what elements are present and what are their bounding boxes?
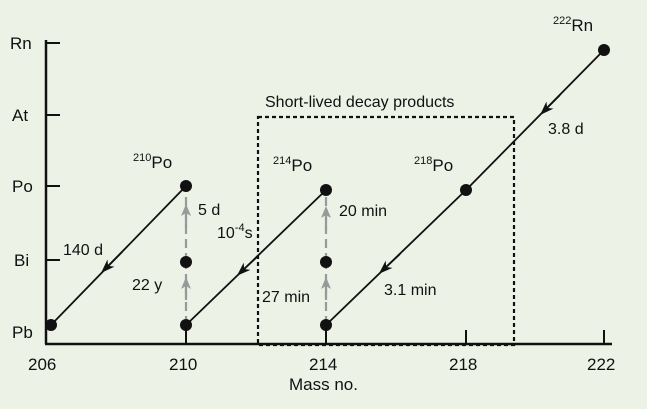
short-lived-box-label: Short-lived decay products xyxy=(265,94,454,111)
alpha-arrow-po210 xyxy=(101,251,123,273)
element-symbol: Po xyxy=(291,156,312,175)
alpha-arrow-rn222 xyxy=(540,94,561,115)
element-symbol: Po xyxy=(151,153,172,172)
mass-number: 218 xyxy=(414,155,432,167)
node-bi210 xyxy=(180,256,192,268)
half-life-bi214: 20 min xyxy=(339,203,387,220)
x-tick-label-214: 214 xyxy=(309,355,337,374)
half-life-bi210: 5 d xyxy=(198,202,220,219)
node-po210 xyxy=(180,180,192,192)
half-life-rn222: 3.8 d xyxy=(548,121,584,138)
x-tick-label-218: 218 xyxy=(449,355,477,374)
nuclide-label-po218: 218Po xyxy=(414,155,453,175)
node-pb214 xyxy=(320,319,332,331)
x-tick-label-210: 210 xyxy=(169,355,197,374)
nuclide-label-po214: 214Po xyxy=(273,155,312,175)
node-pb206 xyxy=(45,319,57,331)
half-life-po210: 140 d xyxy=(63,242,103,259)
half-life-po214: 10-4s xyxy=(217,222,253,242)
axes xyxy=(44,40,612,346)
half-life-pb210: 22 y xyxy=(132,277,162,294)
alpha-arrow-po218 xyxy=(378,253,401,274)
node-rn222 xyxy=(598,44,610,56)
half-life-pb214: 27 min xyxy=(262,289,310,306)
half-life-unit: s xyxy=(245,225,253,242)
element-symbol: Po xyxy=(432,156,453,175)
alpha-line-rn222-po218 xyxy=(465,49,605,191)
element-symbol: Rn xyxy=(571,16,593,35)
mass-number: 214 xyxy=(273,155,291,167)
half-life-base: 10 xyxy=(217,225,235,242)
mass-number: 210 xyxy=(133,152,151,164)
nuclide-label-po210: 210Po xyxy=(133,152,172,172)
nuclide-label-rn222: 222Rn xyxy=(553,15,593,35)
y-tick-label-at: At xyxy=(12,106,28,125)
half-life-exponent: -4 xyxy=(235,222,245,234)
y-tick-label-bi: Bi xyxy=(14,251,29,270)
y-tick-label-rn: Rn xyxy=(10,34,32,53)
node-po214 xyxy=(320,184,332,196)
node-pb210 xyxy=(180,319,192,331)
node-bi214 xyxy=(320,256,332,268)
x-tick-label-222: 222 xyxy=(587,355,615,374)
x-axis-title: Mass no. xyxy=(289,375,358,394)
half-life-po218: 3.1 min xyxy=(384,282,436,299)
node-po218 xyxy=(460,184,472,196)
y-tick-label-po: Po xyxy=(12,177,33,196)
short-lived-box xyxy=(256,115,516,347)
y-tick-label-pb: Pb xyxy=(12,323,33,342)
mass-number: 222 xyxy=(553,15,571,27)
x-tick-label-206: 206 xyxy=(28,355,56,374)
alpha-arrow-po214 xyxy=(236,255,259,276)
